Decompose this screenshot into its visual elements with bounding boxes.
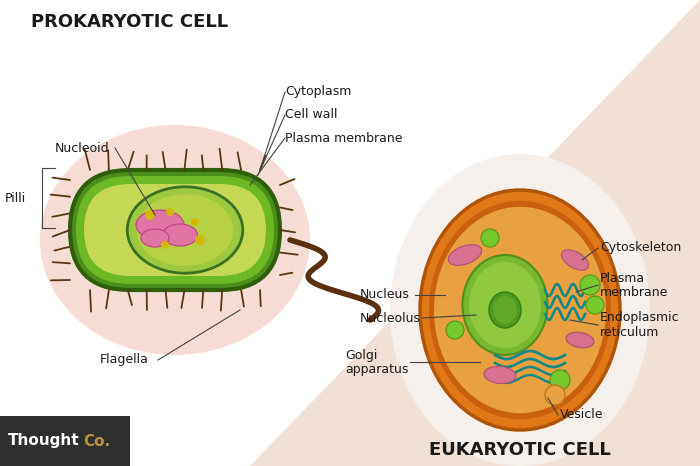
Text: EUKARYOTIC CELL: EUKARYOTIC CELL	[429, 441, 611, 459]
Text: Nucleolus: Nucleolus	[360, 311, 421, 324]
Ellipse shape	[429, 201, 611, 419]
Text: Nucleus: Nucleus	[360, 288, 410, 302]
Ellipse shape	[463, 255, 547, 355]
Polygon shape	[250, 0, 700, 466]
Text: Nucleoid: Nucleoid	[55, 142, 110, 155]
Text: Cytoskeleton: Cytoskeleton	[600, 241, 681, 254]
Circle shape	[586, 296, 604, 314]
Ellipse shape	[127, 187, 243, 273]
Text: Plasma membrane: Plasma membrane	[285, 131, 402, 144]
Text: membrane: membrane	[600, 286, 668, 299]
Circle shape	[145, 210, 155, 220]
Ellipse shape	[448, 245, 482, 265]
Ellipse shape	[561, 250, 589, 270]
Text: apparatus: apparatus	[345, 363, 408, 377]
Circle shape	[545, 385, 565, 405]
Text: Cell wall: Cell wall	[285, 109, 337, 122]
Text: Cytoplasm: Cytoplasm	[285, 85, 351, 98]
Ellipse shape	[162, 224, 197, 246]
Circle shape	[580, 275, 600, 295]
Circle shape	[195, 235, 205, 245]
Ellipse shape	[136, 194, 233, 266]
Ellipse shape	[390, 154, 650, 466]
Ellipse shape	[489, 292, 521, 328]
Ellipse shape	[40, 125, 310, 355]
FancyBboxPatch shape	[76, 176, 274, 284]
FancyBboxPatch shape	[84, 184, 266, 276]
Ellipse shape	[493, 296, 517, 324]
Text: Pilli: Pilli	[5, 192, 27, 205]
Circle shape	[166, 208, 174, 216]
Ellipse shape	[434, 207, 606, 413]
Circle shape	[481, 229, 499, 247]
Text: Plasma: Plasma	[600, 272, 645, 285]
Ellipse shape	[420, 190, 620, 430]
FancyBboxPatch shape	[70, 170, 280, 290]
Text: Flagella: Flagella	[100, 354, 149, 366]
Ellipse shape	[136, 210, 184, 240]
FancyBboxPatch shape	[0, 416, 130, 466]
Circle shape	[161, 241, 169, 249]
Text: Endoplasmic: Endoplasmic	[600, 311, 680, 324]
Text: Thought: Thought	[8, 433, 80, 448]
Ellipse shape	[566, 332, 594, 348]
Circle shape	[550, 370, 570, 390]
Text: Co.: Co.	[83, 433, 110, 448]
Circle shape	[446, 321, 464, 339]
Text: PROKARYOTIC CELL: PROKARYOTIC CELL	[32, 13, 229, 31]
Circle shape	[191, 218, 199, 226]
Text: Golgi: Golgi	[345, 349, 377, 362]
Ellipse shape	[141, 229, 169, 247]
Ellipse shape	[469, 262, 541, 348]
Text: Vesicle: Vesicle	[560, 409, 603, 422]
Ellipse shape	[484, 366, 516, 384]
Text: reticulum: reticulum	[600, 325, 659, 338]
